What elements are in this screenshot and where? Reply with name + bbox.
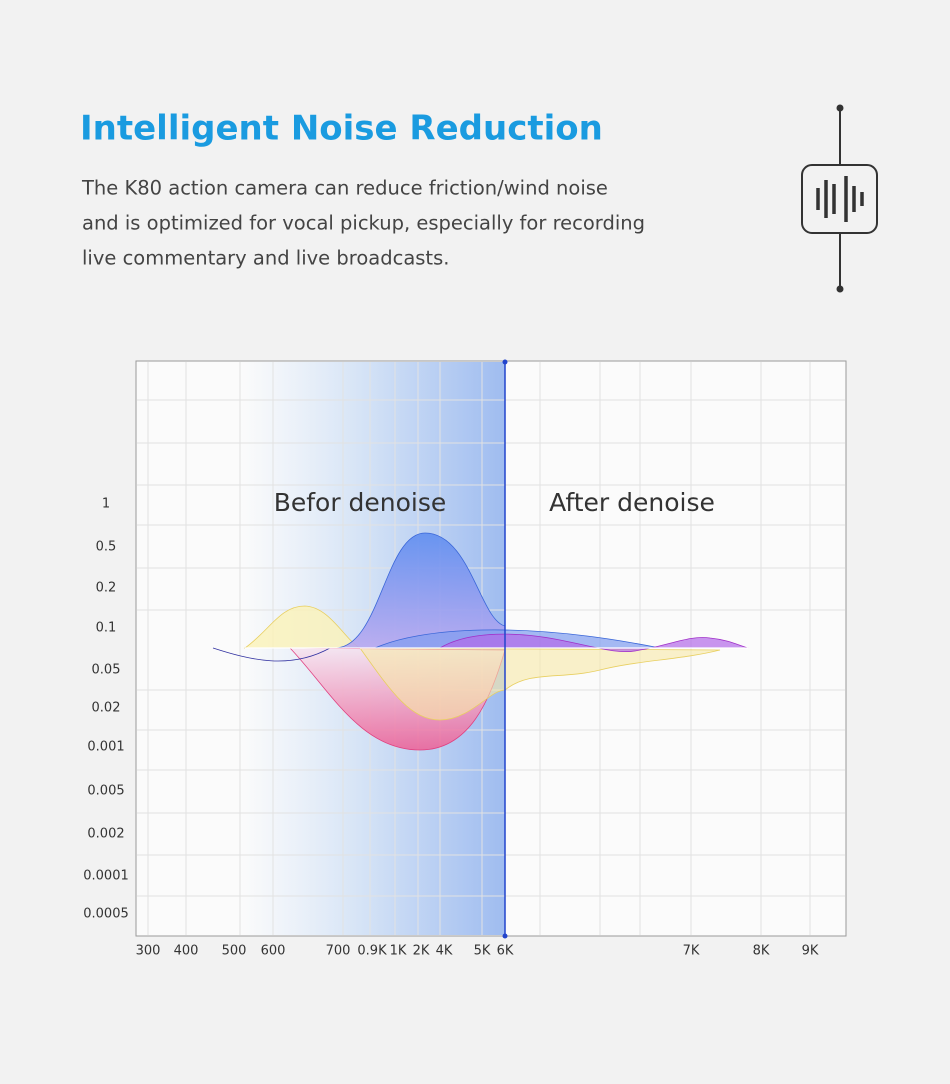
y-label: 1 [102, 497, 110, 512]
x-label: 2K [413, 944, 430, 959]
wave [243, 605, 361, 649]
y-label: 0.1 [96, 621, 117, 636]
y-label: 0.05 [92, 663, 121, 678]
divider-dot [502, 359, 508, 365]
y-label: 0.5 [96, 540, 117, 555]
mic-icon [801, 104, 878, 293]
x-label: 6K [497, 944, 514, 959]
x-label: 1K [390, 944, 407, 959]
title: Intelligent Noise Reduction [80, 109, 603, 149]
y-label: 0.2 [96, 581, 117, 596]
wave-line [212, 647, 331, 662]
wave [334, 532, 506, 649]
x-label: 4K [436, 944, 453, 959]
wave [438, 633, 749, 653]
x-label: 9K [802, 944, 819, 959]
x-label: 0.9K [357, 944, 387, 959]
y-label: 0.0001 [83, 869, 129, 884]
description-line: and is optimized for vocal pickup, espec… [82, 212, 645, 235]
x-label: 300 [136, 944, 161, 959]
y-label: 0.002 [87, 827, 124, 842]
y-label: 0.001 [87, 740, 124, 755]
description-line: The K80 action camera can reduce frictio… [81, 177, 608, 200]
y-label: 0.0005 [83, 907, 129, 922]
y-label: 0.02 [92, 701, 121, 716]
x-label: 5K [474, 944, 491, 959]
before-label: Befor denoise [274, 488, 447, 517]
x-label: 7K [683, 944, 700, 959]
y-label: 0.005 [87, 784, 124, 799]
chart: Befor denoise After denoise [135, 359, 847, 939]
description-line: live commentary and live broadcasts. [82, 247, 449, 270]
x-label: 400 [174, 944, 199, 959]
x-label: 500 [222, 944, 247, 959]
wave [359, 647, 721, 721]
x-label: 600 [261, 944, 286, 959]
x-label: 700 [326, 944, 351, 959]
x-label: 8K [753, 944, 770, 959]
after-label: After denoise [549, 488, 715, 517]
divider-dot [502, 933, 508, 939]
